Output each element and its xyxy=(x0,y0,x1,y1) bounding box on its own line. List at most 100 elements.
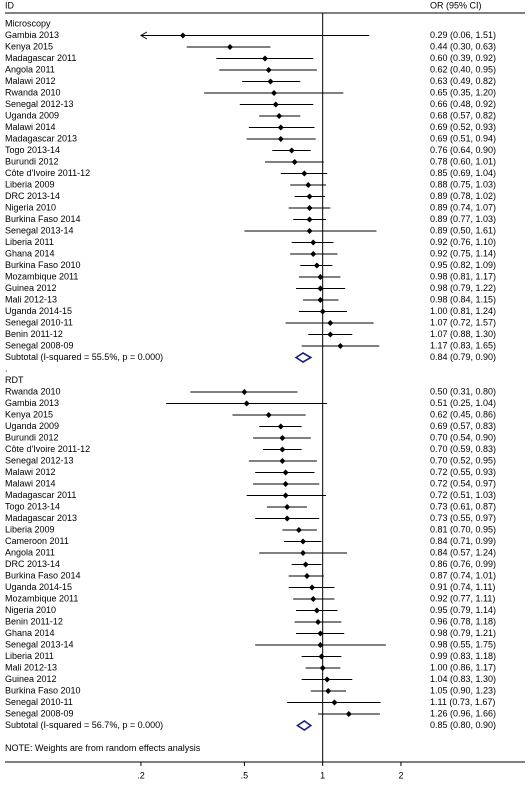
study-id: Liberia 2009 xyxy=(5,524,55,534)
study-id: Burkina Faso 2010 xyxy=(5,260,81,270)
point-estimate xyxy=(265,67,272,73)
study-id: Benin 2011-12 xyxy=(5,329,63,339)
study-estimate: 0.62 (0.45, 0.86) xyxy=(430,409,496,419)
point-estimate xyxy=(327,331,334,338)
point-estimate xyxy=(277,423,284,430)
point-estimate xyxy=(306,228,313,234)
point-estimate xyxy=(299,538,306,545)
study-estimate: 1.11 (0.73, 1.67) xyxy=(430,697,495,707)
subtotal-estimate: 0.84 (0.79, 0.90) xyxy=(430,352,496,362)
study-id: Gambia 2013 xyxy=(5,398,59,408)
study-id: Liberia 2009 xyxy=(5,179,55,189)
study-id: Burkina Faso 2014 xyxy=(5,570,81,580)
study-estimate: 0.66 (0.48, 0.92) xyxy=(430,99,496,109)
point-estimate xyxy=(302,561,309,568)
study-id: DRC 2013-14 xyxy=(5,559,60,569)
note: NOTE: Weights are from random effects an… xyxy=(5,743,201,753)
study-id: Senegal 2012-13 xyxy=(5,455,74,465)
study-id: Senegal 2010-11 xyxy=(5,317,73,327)
study-id: Madagascar 2011 xyxy=(5,53,76,63)
point-estimate xyxy=(179,32,186,39)
study-id: Liberia 2011 xyxy=(5,651,54,661)
study-estimate: 1.00 (0.81, 1.24) xyxy=(430,306,496,316)
study-id: Senegal 2008-09 xyxy=(5,708,74,718)
ci-arrow xyxy=(139,31,148,40)
subtotal-estimate: 0.85 (0.80, 0.90) xyxy=(430,720,496,730)
study-id: Uganda 2009 xyxy=(5,421,59,431)
study-id: Senegal 2012-13 xyxy=(5,99,74,109)
study-estimate: 0.70 (0.54, 0.90) xyxy=(430,432,496,442)
x-tick-label: 2 xyxy=(398,770,403,780)
study-estimate: 0.84 (0.71, 0.99) xyxy=(430,536,496,546)
x-tick-label: 1 xyxy=(320,770,325,780)
study-estimate: 0.95 (0.82, 1.09) xyxy=(430,260,496,270)
point-estimate xyxy=(291,159,298,165)
point-estimate xyxy=(271,90,278,96)
study-id: Burundi 2012 xyxy=(5,156,59,166)
point-estimate xyxy=(313,607,320,614)
study-estimate: 0.51 (0.25, 1.04) xyxy=(430,398,496,408)
study-id: Ghana 2014 xyxy=(5,628,55,638)
point-estimate xyxy=(317,285,324,292)
group-separator: . xyxy=(5,363,8,373)
study-id: Nigeria 2010 xyxy=(5,605,56,615)
study-id: Guinea 2012 xyxy=(5,283,57,293)
point-estimate xyxy=(315,619,322,625)
study-estimate: 0.72 (0.54, 0.97) xyxy=(430,478,496,488)
study-estimate: 1.07 (0.72, 1.57) xyxy=(430,317,496,327)
point-estimate xyxy=(309,584,316,591)
point-estimate xyxy=(277,124,284,131)
point-estimate xyxy=(226,44,233,50)
point-estimate xyxy=(262,55,268,62)
study-id: Togo 2013-14 xyxy=(5,501,60,511)
study-estimate: 0.29 (0.06, 1.51) xyxy=(430,30,496,40)
point-estimate xyxy=(284,515,291,522)
point-estimate xyxy=(272,101,279,108)
study-id: Kenya 2015 xyxy=(5,409,53,419)
study-estimate: 0.84 (0.57, 1.24) xyxy=(430,547,496,557)
study-id: Burundi 2012 xyxy=(5,432,59,442)
study-id: Mozambique 2011 xyxy=(5,271,78,281)
study-id: Cameroon 2011 xyxy=(5,536,69,546)
point-estimate xyxy=(279,458,286,464)
study-estimate: 1.00 (0.86, 1.17) xyxy=(430,662,496,672)
point-estimate xyxy=(306,193,313,200)
point-estimate xyxy=(306,205,313,211)
study-estimate: 0.92 (0.77, 1.11) xyxy=(430,593,495,603)
point-estimate xyxy=(310,239,317,246)
group-name: Microscopy xyxy=(5,18,51,28)
study-id: Senegal 2010-11 xyxy=(5,697,73,707)
study-estimate: 0.86 (0.76, 0.99) xyxy=(430,559,496,569)
study-id: Burkina Faso 2014 xyxy=(5,214,81,224)
point-estimate xyxy=(295,527,302,533)
study-id: Rwanda 2010 xyxy=(5,386,61,396)
study-estimate: 0.95 (0.79, 1.14) xyxy=(430,605,496,615)
study-estimate: 0.87 (0.74, 1.01) xyxy=(430,570,496,580)
point-estimate xyxy=(243,400,250,407)
study-estimate: 0.98 (0.84, 1.15) xyxy=(430,294,496,304)
study-id: Liberia 2011 xyxy=(5,237,54,247)
point-estimate xyxy=(337,343,344,349)
study-estimate: 0.89 (0.50, 1.61) xyxy=(430,225,496,235)
study-estimate: 0.78 (0.60, 1.01) xyxy=(430,156,496,166)
study-id: Uganda 2014-15 xyxy=(5,306,72,316)
study-id: Malawi 2014 xyxy=(5,122,56,132)
point-estimate xyxy=(313,262,320,269)
study-id: Mali 2012-13 xyxy=(5,294,57,304)
study-id: Gambia 2013 xyxy=(5,30,59,40)
study-estimate: 0.69 (0.57, 0.83) xyxy=(430,421,496,431)
study-estimate: 0.98 (0.81, 1.17) xyxy=(430,271,496,281)
study-estimate: 0.98 (0.79, 1.22) xyxy=(430,283,496,293)
study-id: Ghana 2014 xyxy=(5,248,55,258)
study-id: Senegal 2008-09 xyxy=(5,340,74,350)
study-id: Burkina Faso 2010 xyxy=(5,685,81,695)
study-estimate: 0.72 (0.55, 0.93) xyxy=(430,467,496,477)
x-tick-label: .5 xyxy=(241,770,249,780)
study-id: Senegal 2013-14 xyxy=(5,639,74,649)
point-estimate xyxy=(317,642,324,648)
point-estimate xyxy=(288,147,295,154)
effect-header: OR (95% CI) xyxy=(430,0,482,10)
study-id: Madagascar 2011 xyxy=(5,490,76,500)
study-id: Senegal 2013-14 xyxy=(5,225,74,235)
